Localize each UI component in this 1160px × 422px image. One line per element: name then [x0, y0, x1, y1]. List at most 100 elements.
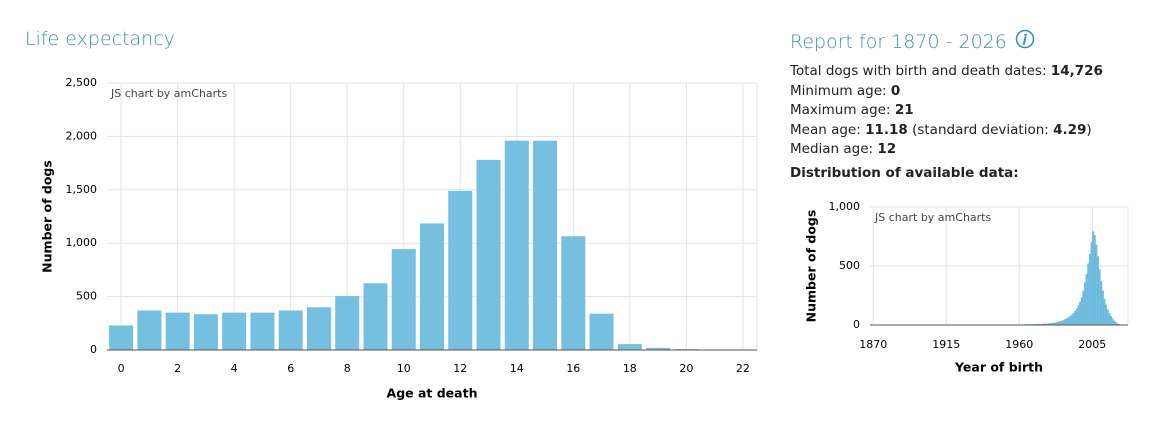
x-tick-label: 1915 [932, 338, 960, 351]
x-axis-label: Year of birth [954, 360, 1043, 375]
x-axis-label: Age at death [387, 386, 478, 401]
bar [1110, 315, 1112, 326]
bar [1085, 274, 1088, 326]
note-label: (standard deviation: [912, 121, 1049, 138]
bar [1062, 319, 1065, 326]
credit: JS chart by amCharts [874, 211, 991, 224]
bar [589, 313, 614, 350]
x-tick-label: 2005 [1078, 338, 1106, 351]
y-axis-label: Number of dogs [40, 160, 55, 273]
label: Median age: [790, 141, 874, 157]
info-icon[interactable] [1015, 29, 1035, 49]
y-tick-label: 500 [839, 259, 860, 272]
bar [1074, 310, 1077, 326]
bar [1090, 242, 1093, 326]
bar [1105, 304, 1108, 326]
report: Total dogs with birth and death dates: 1… [790, 62, 1103, 183]
bar [1061, 320, 1064, 326]
x-tick-label: 18 [623, 362, 637, 375]
x-tick-label: 12 [453, 362, 467, 375]
bar [1069, 316, 1072, 326]
x-tick-label: 1870 [859, 338, 887, 351]
bar [617, 344, 642, 350]
y-tick-label: 0 [90, 343, 97, 356]
bar [646, 347, 671, 350]
x-tick-label: 20 [679, 362, 693, 375]
report-line: Mean age: 11.18 (standard deviation: 4.2… [790, 121, 1103, 141]
bar [391, 249, 416, 350]
bar [1082, 290, 1085, 326]
x-tick-label: 16 [566, 362, 580, 375]
label: Maximum age: [790, 102, 891, 118]
bar [335, 296, 360, 350]
bar [1108, 313, 1111, 326]
bar [1101, 290, 1104, 326]
bar [476, 159, 501, 350]
label: Minimum age: [790, 82, 887, 99]
report-line: Total dogs with birth and death dates: 1… [790, 62, 1103, 82]
bar [1093, 235, 1096, 326]
bar [1072, 313, 1075, 326]
report-line: Minimum age: 0 [790, 82, 1103, 102]
bar [1059, 321, 1062, 326]
bar [193, 314, 218, 350]
bar [363, 283, 388, 350]
bar [448, 190, 473, 350]
value: 14,726 [1050, 63, 1103, 79]
bar [109, 325, 134, 350]
x-tick-label: 14 [510, 362, 524, 375]
bar [278, 310, 303, 350]
bar [1075, 308, 1078, 326]
note-value: 4.29 [1053, 121, 1087, 138]
note-end: ) [1086, 121, 1092, 138]
bar [1092, 231, 1095, 326]
bar [250, 312, 275, 350]
bar [1064, 319, 1067, 326]
y-tick-label: 2,000 [66, 129, 98, 142]
bar [165, 312, 190, 350]
bar [1111, 318, 1114, 326]
label: Total dogs with birth and death dates: [790, 63, 1047, 79]
bar [561, 236, 586, 350]
bar [1080, 297, 1083, 326]
x-tick-label: 22 [736, 362, 750, 375]
report-line: Maximum age: 21 [790, 101, 1103, 121]
label: Mean age: [790, 121, 861, 138]
chart-title: Life expectancy [25, 28, 175, 50]
value: 0 [890, 82, 901, 99]
bar [504, 140, 529, 350]
report-line: Median age: 12 [790, 140, 1103, 160]
x-tick-label: 4 [231, 362, 238, 375]
bar [1077, 305, 1080, 326]
y-axis-label: Number of dogs [804, 210, 819, 323]
y-tick-label: 1,000 [829, 200, 861, 213]
bar [1106, 309, 1109, 326]
value: 11.18 [865, 121, 908, 138]
report-title: Report for 1870 - 2026 [790, 28, 1035, 53]
x-tick-label: 8 [344, 362, 351, 375]
bar [1066, 318, 1069, 326]
x-tick-label: 1960 [1005, 338, 1033, 351]
bar [1098, 269, 1101, 326]
x-tick-label: 10 [397, 362, 411, 375]
x-tick-label: 2 [174, 362, 181, 375]
bar [1103, 298, 1106, 326]
y-tick-label: 1,000 [66, 236, 98, 249]
y-tick-label: 1,500 [66, 183, 98, 196]
y-tick-label: 0 [853, 318, 860, 331]
x-tick-label: 0 [118, 362, 125, 375]
x-tick-label: 6 [287, 362, 294, 375]
bar [1079, 301, 1082, 326]
bar [1067, 317, 1070, 326]
bar [1087, 263, 1090, 326]
bar [1095, 244, 1098, 326]
y-tick-label: 2,500 [66, 76, 98, 89]
bar [1100, 281, 1103, 326]
chart-title: Distribution of available data: [790, 164, 1019, 181]
bar [1071, 314, 1073, 326]
bar [419, 223, 445, 350]
value: 12 [877, 141, 897, 157]
bar [1084, 282, 1086, 326]
